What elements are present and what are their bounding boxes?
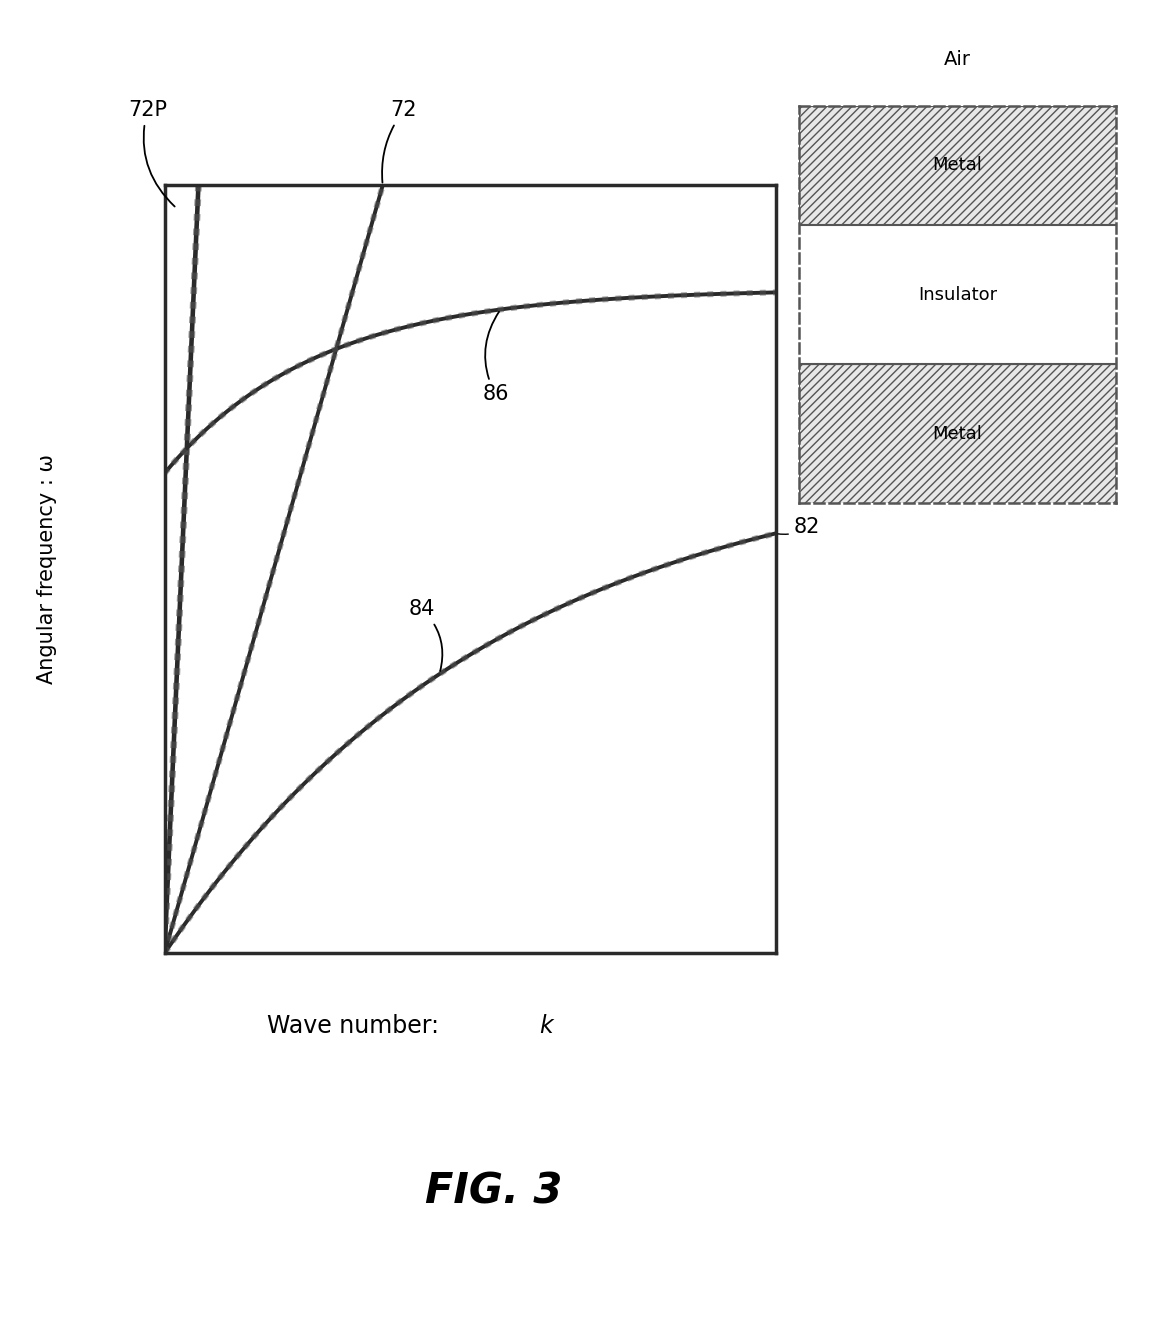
Text: Air: Air: [945, 50, 971, 69]
Text: Angular frequency : ω: Angular frequency : ω: [36, 454, 58, 685]
Text: Wave number:: Wave number:: [267, 1014, 446, 1038]
Text: Metal: Metal: [933, 425, 982, 442]
Text: FIG. 3: FIG. 3: [425, 1170, 562, 1213]
Text: 86: 86: [482, 311, 509, 404]
Text: Insulator: Insulator: [918, 286, 998, 303]
Text: 82: 82: [778, 518, 820, 538]
Text: 72: 72: [382, 101, 417, 183]
Text: k: k: [539, 1014, 553, 1038]
Text: Metal: Metal: [933, 156, 982, 175]
Text: 72P: 72P: [128, 101, 175, 207]
Text: 84: 84: [409, 600, 442, 671]
